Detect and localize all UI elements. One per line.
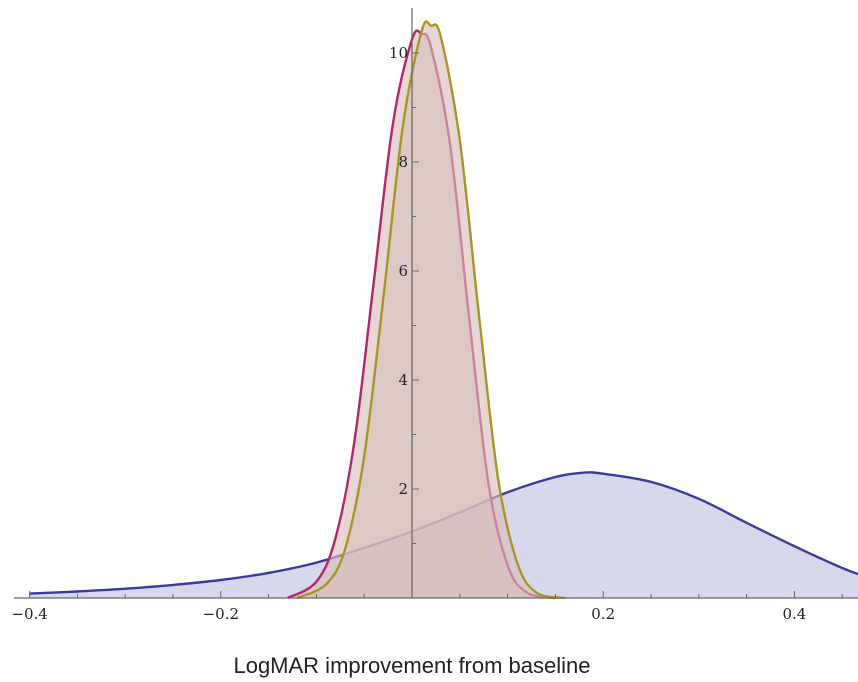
x-tick-label: 0.4	[782, 605, 806, 623]
tick-labels: −0.4 −0.2 0.2 0.4 2 4 6 8 10	[11, 44, 806, 623]
axes	[14, 8, 858, 599]
x-axis-title: LogMAR improvement from baseline	[233, 653, 590, 678]
series-areas	[29, 20, 858, 600]
y-tick-label: 8	[398, 153, 408, 171]
series-3-line	[296, 20, 566, 600]
y-tick-label: 2	[398, 480, 408, 498]
x-tick-label: 0.2	[591, 605, 615, 623]
x-tick-label: −0.2	[203, 605, 239, 623]
y-tick-label: 10	[389, 44, 408, 62]
x-tick-label: −0.4	[11, 605, 47, 623]
y-tick-label: 6	[398, 262, 408, 280]
series-3-fill	[297, 21, 565, 598]
y-tick-label: 4	[398, 371, 408, 389]
